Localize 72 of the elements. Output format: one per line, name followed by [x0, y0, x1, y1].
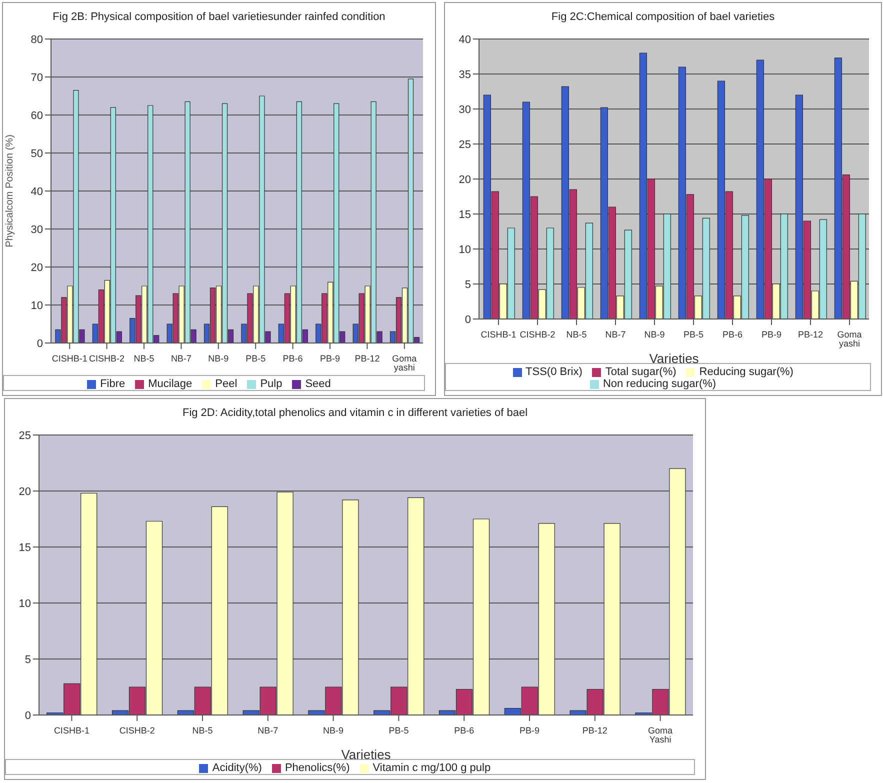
y-tick-label: 25: [18, 430, 31, 442]
x-tick-label: NB-5: [192, 725, 213, 736]
y-tick-label: 40: [30, 186, 43, 198]
y-tick-label: 0: [464, 314, 471, 326]
legend-label: Pulp: [260, 378, 282, 390]
x-tick-label: PB-12: [798, 329, 824, 340]
x-tick-label: NB-9: [208, 353, 229, 364]
x-tick-label: CISHB-1: [54, 725, 90, 736]
y-tick-label: 25: [458, 138, 471, 151]
chart-title: Fig 2B: Physical composition of bael varietiesunder rainfed condition: [52, 10, 386, 25]
legend-label: Phenolics(%): [284, 762, 350, 774]
legend-label: Seed: [305, 378, 331, 390]
chart-title: Fig 2D: Acidity,total phenolics and vitamin c in different varieties of bael: [181, 406, 529, 421]
y-tick-label: 60: [30, 110, 43, 122]
legend-label: Vitamin c mg/100 g pulp: [372, 762, 491, 774]
x-tick-label: CISHB-2: [520, 329, 556, 340]
y-tick-label: 10: [18, 598, 31, 610]
y-tick-label: 80: [30, 34, 43, 46]
x-tick-label: Goma yashi: [392, 353, 417, 372]
y-tick-label: 30: [30, 224, 43, 236]
y-tick-label: 20: [458, 174, 471, 186]
legend-label: Fibre: [100, 378, 126, 390]
x-tick-label: Goma Yashi: [648, 725, 673, 744]
y-tick-label: 40: [458, 34, 471, 46]
y-tick-label: 0: [36, 338, 43, 350]
y-tick-label: 30: [458, 104, 471, 116]
x-tick-label: NB-5: [566, 329, 587, 340]
x-tick-label: PB-12: [582, 725, 608, 736]
legend-label: Total sugar(%): [605, 366, 676, 378]
x-tick-label: CISHB-1: [52, 353, 88, 364]
y-tick-label: 0: [24, 710, 31, 722]
x-tick-label: PB-5: [388, 725, 409, 736]
x-tick-label: PB-6: [454, 725, 474, 736]
y-tick-label: 15: [458, 208, 471, 221]
y-axis-title: Physicalcom Position (%): [4, 134, 16, 248]
y-tick-label: 5: [464, 278, 471, 291]
y-tick-label: 20: [30, 262, 43, 274]
x-tick-label: NB-9: [323, 725, 344, 736]
x-tick-label: CISHB-2: [119, 725, 155, 736]
legend-label: Acidity(%): [212, 762, 262, 774]
x-tick-label: PB-9: [320, 353, 340, 364]
x-tick-label: PB-9: [761, 329, 782, 340]
legend-label: TSS(0 Brix): [526, 366, 582, 378]
x-tick-label: NB-9: [644, 329, 665, 340]
legend-label: Peel: [215, 378, 238, 390]
x-tick-label: PB-6: [282, 353, 303, 364]
x-tick-label: PB-6: [722, 329, 743, 340]
x-tick-label: Goma yashi: [837, 329, 862, 348]
y-tick-label: 70: [30, 72, 43, 84]
x-tick-label: CISHB-1: [480, 329, 516, 340]
x-tick-label: CISHB-2: [89, 353, 125, 364]
y-tick-label: 20: [18, 486, 31, 498]
x-tick-label: PB-5: [683, 329, 704, 340]
x-tick-label: NB-5: [134, 353, 154, 364]
x-axis-title: Varieties: [341, 747, 392, 762]
x-axis-title: Varieties: [649, 351, 700, 366]
legend-label: Reducing sugar(%): [699, 366, 794, 378]
x-tick-label: NB-7: [170, 353, 192, 364]
legend-label: Non reducing sugar(%): [602, 378, 716, 390]
x-tick-label: PB-5: [246, 353, 266, 364]
y-tick-label: 10: [458, 244, 471, 256]
x-tick-label: NB-7: [258, 725, 278, 736]
x-tick-label: PB-9: [519, 725, 540, 736]
y-tick-label: 5: [24, 654, 31, 666]
x-tick-label: NB-7: [605, 329, 626, 340]
chart-title: Fig 2C:Chemical composition of bael varieties: [550, 10, 776, 25]
y-tick-label: 35: [458, 68, 471, 81]
y-tick-label: 15: [18, 542, 31, 554]
y-tick-label: 10: [30, 300, 43, 312]
legend-label: Mucilage: [148, 378, 192, 390]
x-tick-label: PB-12: [354, 353, 380, 364]
y-tick-label: 50: [30, 148, 43, 160]
